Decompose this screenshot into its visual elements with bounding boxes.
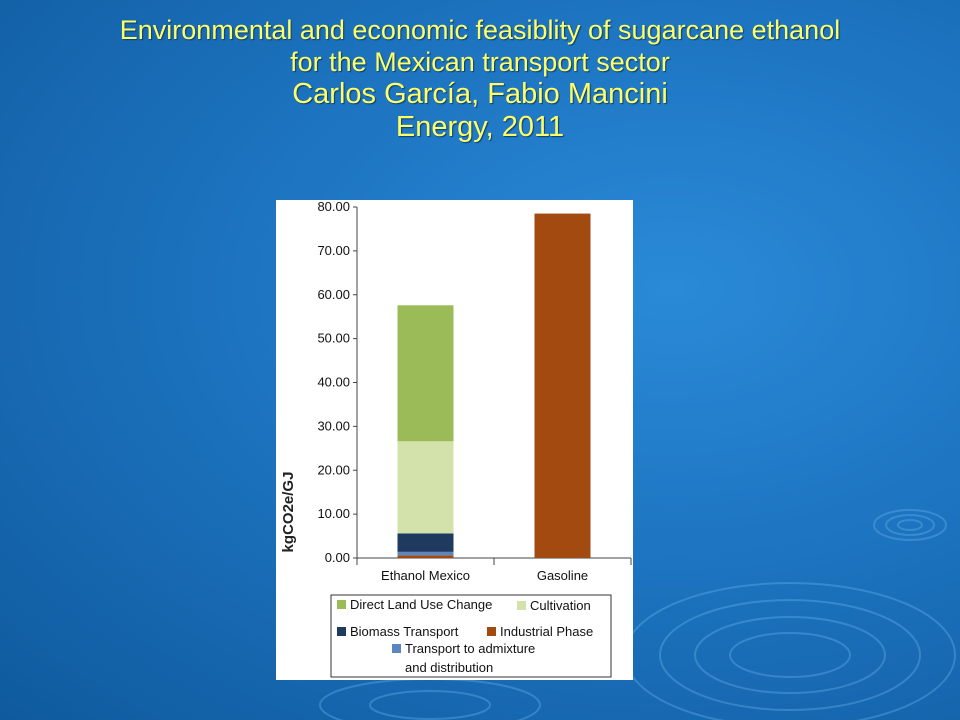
legend-label-biomass-transport: Biomass Transport (350, 624, 459, 639)
legend-swatch-cultivation (517, 601, 526, 610)
legend-label-direct-land-use-change: Direct Land Use Change (350, 597, 492, 612)
y-tick-label: 70.00 (317, 243, 350, 258)
legend-box (330, 594, 612, 678)
paper-authors: Carlos García, Fabio Mancini (292, 78, 668, 110)
legend-swatch-transport-admixture (392, 644, 401, 653)
legend-label-transport-admixture-2: and distribution (405, 660, 493, 675)
y-tick-label: 30.00 (317, 418, 350, 433)
emissions-chart-panel: 0.00 10.00 20.00 30.00 40.00 50.00 60.00 70.00 8… (276, 200, 633, 680)
y-tick-label: 40.00 (317, 375, 350, 390)
y-tick-label: 60.00 (317, 287, 350, 302)
y-tick-label: 80.00 (317, 200, 350, 214)
stacked-bar-chart: 0.00 10.00 20.00 30.00 40.00 50.00 60.00 70.00 8… (280, 200, 632, 678)
x-category-label: Gasoline (537, 568, 588, 583)
y-axis-label: kgCO2e/GJ (280, 472, 297, 553)
bar-segment-industrial-phase-ethanol-mexico (397, 555, 454, 558)
paper-journal: Energy, 2011 (395, 111, 565, 143)
bar-segment-biomass-transport-ethanol-mexico (397, 533, 454, 552)
legend-label-industrial-phase: Industrial Phase (500, 624, 593, 639)
legend-label-transport-admixture-1: Transport to admixture (405, 641, 535, 656)
bar-segment-transport-to-admixture-and-distribution-ethanol-mexico (397, 551, 454, 556)
x-category-label: Ethanol Mexico (381, 568, 470, 583)
bar-segment-direct-land-use-change-ethanol-mexico (397, 305, 454, 442)
legend-swatch-direct-land-use-change (337, 600, 346, 609)
bar-segment-industrial-phase-gasoline (534, 213, 591, 559)
y-tick-label: 0.00 (325, 550, 350, 565)
y-tick-label: 20.00 (317, 462, 350, 477)
legend-label-cultivation: Cultivation (530, 598, 591, 613)
y-tick-label: 50.00 (317, 331, 350, 346)
legend-swatch-biomass-transport (337, 627, 346, 636)
legend-swatch-industrial-phase (487, 627, 496, 636)
y-tick-label: 10.00 (317, 506, 350, 521)
bar-segment-cultivation-ethanol-mexico (397, 441, 454, 534)
paper-title-line-1: Environmental and economic feasiblity of… (119, 15, 841, 45)
paper-title-line-2: for the Mexican transport sector (290, 47, 670, 77)
slide-title: Environmental and economic feasiblity of… (0, 14, 960, 144)
